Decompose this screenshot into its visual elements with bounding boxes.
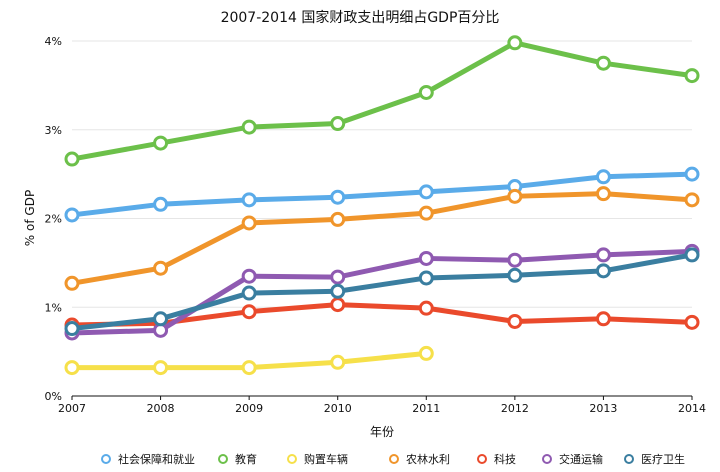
x-tick-label: 2008 [147,402,175,415]
data-point [507,267,523,283]
data-point [684,314,700,330]
data-point [241,192,257,208]
data-point [595,55,611,71]
data-point [418,184,434,200]
data-point [241,268,257,284]
data-point [418,345,434,361]
x-tick-label: 2012 [501,402,529,415]
series-line [69,40,695,162]
legend-marker [542,454,552,464]
series-7 [64,247,700,337]
data-point [330,189,346,205]
data-point [507,313,523,329]
legend-label: 教育 [235,452,257,466]
series-line [69,248,695,336]
legend-marker [287,454,297,464]
data-point [684,192,700,208]
y-tick-label: 4% [45,35,62,48]
data-point [684,68,700,84]
legend-label: 农林水利 [406,452,450,466]
data-point [595,247,611,263]
data-point [153,311,169,327]
legend-label: 社会保障和就业 [118,452,195,466]
chart-title: 2007-2014 国家财政支出明细占GDP百分比 [221,9,500,26]
y-tick-label: 0% [45,390,62,403]
legend-item: 教育 [218,452,257,466]
legend-marker [624,454,634,464]
x-tick-label: 2007 [58,402,86,415]
data-point [330,297,346,313]
data-point [595,186,611,202]
legend-marker [101,454,111,464]
y-axis-ticks: 0% 1% 2% 3% 4% [45,35,62,403]
data-point [684,166,700,182]
data-point [241,304,257,320]
data-point [418,250,434,266]
data-point [64,151,80,167]
data-point [418,270,434,286]
data-point [64,360,80,376]
legend-label: 购置车辆 [304,452,348,466]
legend-item: 农林水利 [389,452,450,466]
x-tick-label: 2014 [678,402,706,415]
data-point [595,263,611,279]
x-tick-label: 2011 [412,402,440,415]
series-1 [64,166,700,223]
data-point [330,354,346,370]
legend-item: 社会保障和就业 [101,452,195,466]
data-point [507,188,523,204]
y-tick-label: 2% [45,213,62,226]
data-point [418,84,434,100]
data-point [684,247,700,263]
x-axis-ticks: 2007 2008 2009 2010 2011 2012 2013 2014 [58,396,706,415]
legend-item: 购置车辆 [287,452,348,466]
data-point [507,35,523,51]
data-point [241,215,257,231]
series-4 [64,186,700,291]
legend-item: 交通运输 [542,452,603,466]
data-point [330,116,346,132]
y-tick-label: 3% [45,124,62,137]
data-point [64,207,80,223]
legend-item: 医疗卫生 [624,452,685,466]
series-line [69,171,695,218]
data-point [595,311,611,327]
data-point [507,252,523,268]
data-point [595,169,611,185]
data-point [153,360,169,376]
legend-label: 交通运输 [559,452,603,466]
data-point [64,321,80,337]
legend-marker [218,454,228,464]
series-2 [64,35,700,167]
data-point [241,360,257,376]
data-point [418,300,434,316]
legend-label: 科技 [494,452,516,466]
legend-label: 医疗卫生 [641,452,685,466]
series-3 [64,345,434,376]
data-point [330,283,346,299]
data-point [153,135,169,151]
series-line [69,191,695,286]
legend-item: 科技 [477,452,516,466]
x-tick-label: 2010 [324,402,352,415]
data-point [64,275,80,291]
series-group [64,35,700,376]
data-point [241,285,257,301]
data-point [418,205,434,221]
legend-marker [389,454,399,464]
x-tick-label: 2013 [589,402,617,415]
y-tick-label: 1% [45,301,62,314]
legend: 社会保障和就业 教育 购置车辆 农林水利 科技 交通运输 医疗卫生 [101,452,685,466]
x-tick-label: 2009 [235,402,263,415]
data-point [241,119,257,135]
legend-marker [477,454,487,464]
y-axis-title: % of GDP [23,190,37,246]
data-point [153,196,169,212]
x-axis-title: 年份 [370,425,394,439]
data-point [330,211,346,227]
data-point [330,269,346,285]
series-line [69,252,695,332]
data-point [153,260,169,276]
